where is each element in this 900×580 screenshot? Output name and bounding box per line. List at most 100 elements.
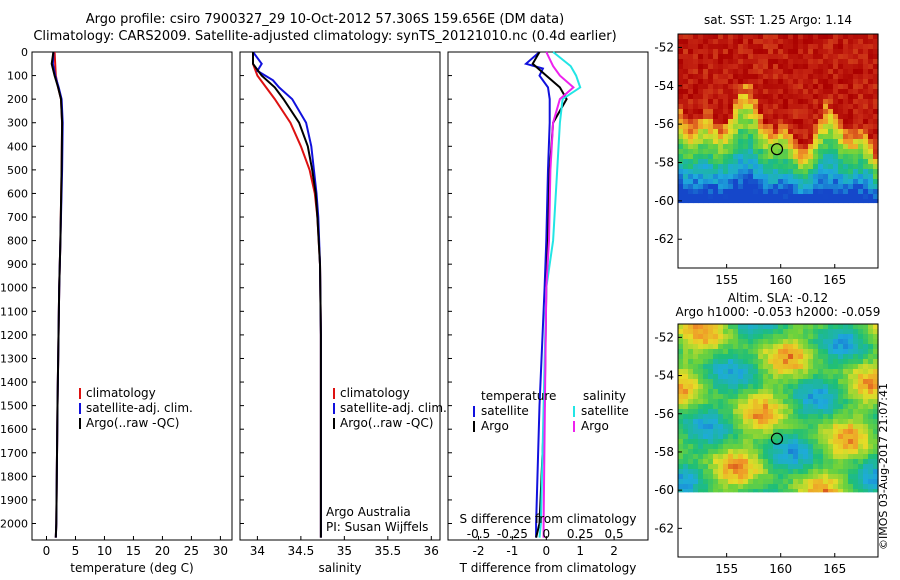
map-cell xyxy=(718,114,724,120)
legend-label: Argo xyxy=(581,419,609,433)
map-cell xyxy=(733,334,739,340)
map-cell xyxy=(873,174,879,180)
map-cell xyxy=(808,159,814,165)
map-cell xyxy=(788,149,794,155)
map-cell xyxy=(793,389,799,395)
map-cell xyxy=(828,414,834,420)
map-cell xyxy=(798,109,804,115)
map-cell xyxy=(698,69,704,75)
map-cell xyxy=(873,104,879,110)
map-cell xyxy=(793,394,799,400)
map-cell xyxy=(808,94,814,100)
map-cell xyxy=(778,339,784,345)
map-cell xyxy=(708,459,714,465)
map-cell xyxy=(738,384,744,390)
map-cell xyxy=(863,354,869,360)
map-cell xyxy=(838,159,844,165)
map-cell xyxy=(783,474,789,480)
map-cell xyxy=(678,149,684,155)
map-cell xyxy=(713,179,719,185)
map-cell xyxy=(688,329,694,335)
map-cell xyxy=(803,339,809,345)
map-cell xyxy=(828,329,834,335)
map-cell xyxy=(688,464,694,470)
map-cell xyxy=(853,424,859,430)
map-cell xyxy=(753,374,759,380)
map-cell xyxy=(713,139,719,145)
map-cell xyxy=(723,69,729,75)
map-cell xyxy=(748,129,754,135)
map-cell xyxy=(828,134,834,140)
map-cell xyxy=(858,479,864,485)
map-cell xyxy=(808,349,814,355)
map-cell xyxy=(753,104,759,110)
map-cell xyxy=(788,489,794,493)
map-cell xyxy=(823,104,829,110)
map-cell xyxy=(833,414,839,420)
map-cell xyxy=(798,64,804,70)
map-cell xyxy=(863,159,869,165)
map-cell xyxy=(798,79,804,85)
map-cell xyxy=(783,394,789,400)
map-cell xyxy=(703,34,709,40)
map-cell xyxy=(693,379,699,385)
map-cell xyxy=(698,49,704,55)
map-cell xyxy=(688,324,694,330)
map-cell xyxy=(798,424,804,430)
map-cell xyxy=(758,194,764,200)
map-cell xyxy=(823,124,829,130)
map-cell xyxy=(798,464,804,470)
map-cell xyxy=(773,324,779,330)
map-cell xyxy=(713,189,719,195)
map-cell xyxy=(748,354,754,360)
map-cell xyxy=(678,174,684,180)
map-cell xyxy=(843,469,849,475)
map-cell xyxy=(873,354,879,360)
map-cell xyxy=(683,84,689,90)
map-cell xyxy=(848,344,854,350)
map-cell xyxy=(848,414,854,420)
map-cell xyxy=(833,379,839,385)
map-cell xyxy=(698,84,704,90)
map-cell xyxy=(713,169,719,175)
map-cell xyxy=(723,469,729,475)
map-cell xyxy=(853,404,859,410)
map-cell xyxy=(868,194,874,200)
map-cell xyxy=(813,409,819,415)
map-cell xyxy=(798,159,804,165)
map-cell xyxy=(713,359,719,365)
map-cell xyxy=(843,424,849,430)
map-cell xyxy=(848,349,854,355)
map-cell xyxy=(738,379,744,385)
map-cell xyxy=(863,489,869,493)
map-cell xyxy=(743,404,749,410)
map-cell xyxy=(793,369,799,375)
map-cell xyxy=(713,374,719,380)
map-cell xyxy=(813,454,819,460)
map-cell xyxy=(838,404,844,410)
x-tick-label: 2 xyxy=(610,544,618,558)
map-cell xyxy=(783,99,789,105)
legend-label: Argo(..raw -QC) xyxy=(340,416,433,430)
map-cell xyxy=(743,59,749,65)
map-cell xyxy=(723,174,729,180)
map-cell xyxy=(693,454,699,460)
map-cell xyxy=(728,119,734,125)
map-cell xyxy=(743,414,749,420)
map-cell xyxy=(773,54,779,60)
map-cell xyxy=(728,139,734,145)
map-cell xyxy=(858,439,864,445)
map-cell xyxy=(723,104,729,110)
map-cell xyxy=(853,69,859,75)
map-cell xyxy=(818,344,824,350)
map-cell xyxy=(738,109,744,115)
map-cell xyxy=(723,449,729,455)
map-cell xyxy=(868,114,874,120)
map-cell xyxy=(818,469,824,475)
map-cell xyxy=(678,324,684,330)
map-cell xyxy=(848,134,854,140)
map-cell xyxy=(778,159,784,165)
map-cell xyxy=(853,399,859,405)
map-cell xyxy=(838,59,844,65)
map-cell xyxy=(693,389,699,395)
